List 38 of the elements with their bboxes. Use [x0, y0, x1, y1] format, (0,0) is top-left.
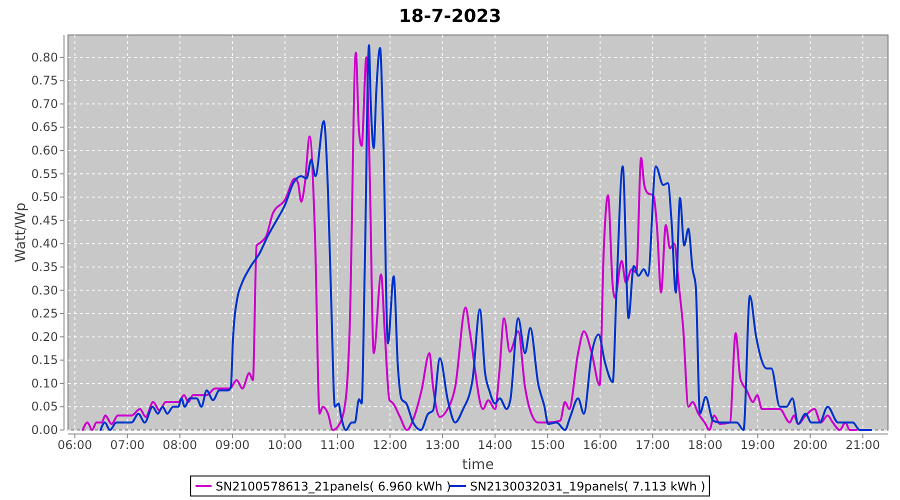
x-tick-label: 21:00 — [845, 438, 880, 452]
y-tick-label: 0.00 — [31, 423, 58, 437]
y-tick-label: 0.35 — [31, 260, 58, 274]
y-tick-label: 0.80 — [31, 50, 58, 64]
y-tick-label: 0.10 — [31, 376, 58, 390]
chart-title: 18-7-2023 — [398, 6, 502, 27]
y-tick-label: 0.40 — [31, 236, 58, 251]
x-tick-label: 06:00 — [58, 438, 92, 452]
x-tick-label: 10:00 — [268, 438, 302, 452]
y-tick-label: 0.50 — [31, 190, 58, 204]
y-axis-title: Watt/Wp — [13, 202, 29, 262]
legend-label: SN2130032031_19panels( 7.113 kWh ) — [470, 480, 706, 494]
x-tick-label: 14:00 — [478, 438, 512, 452]
x-tick-label: 07:00 — [110, 438, 145, 452]
y-tick-label: 0.45 — [31, 213, 58, 228]
x-tick-label: 18:00 — [688, 438, 722, 452]
y-tick-label: 0.20 — [31, 330, 58, 344]
y-tick-label: 0.60 — [31, 144, 58, 158]
x-tick-label: 12:00 — [372, 438, 408, 452]
y-tick-label: 0.05 — [31, 400, 58, 414]
y-tick-label: 0.75 — [31, 74, 58, 88]
x-tick-label: 17:00 — [635, 438, 670, 452]
x-tick-label: 08:00 — [162, 438, 198, 452]
x-tick-label: 11:00 — [320, 438, 355, 452]
x-tick-label: 16:00 — [582, 438, 618, 452]
y-tick-label: 0.70 — [31, 96, 58, 111]
y-tick-label: 0.15 — [31, 353, 58, 368]
x-tick-label: 13:00 — [425, 438, 460, 452]
x-tick-label: 15:00 — [530, 438, 565, 452]
y-tick-label: 0.65 — [31, 120, 58, 134]
x-tick-label: 20:00 — [792, 438, 828, 452]
x-tick-label: 09:00 — [215, 438, 250, 452]
y-tick-label: 0.25 — [31, 306, 58, 321]
x-tick-label: 19:00 — [740, 438, 776, 452]
x-axis-title: time — [462, 457, 494, 473]
y-tick-label: 0.30 — [31, 283, 58, 298]
y-tick-label: 0.55 — [31, 166, 58, 181]
legend-label: SN2100578613_21panels( 6.960 kWh ) — [216, 480, 451, 494]
